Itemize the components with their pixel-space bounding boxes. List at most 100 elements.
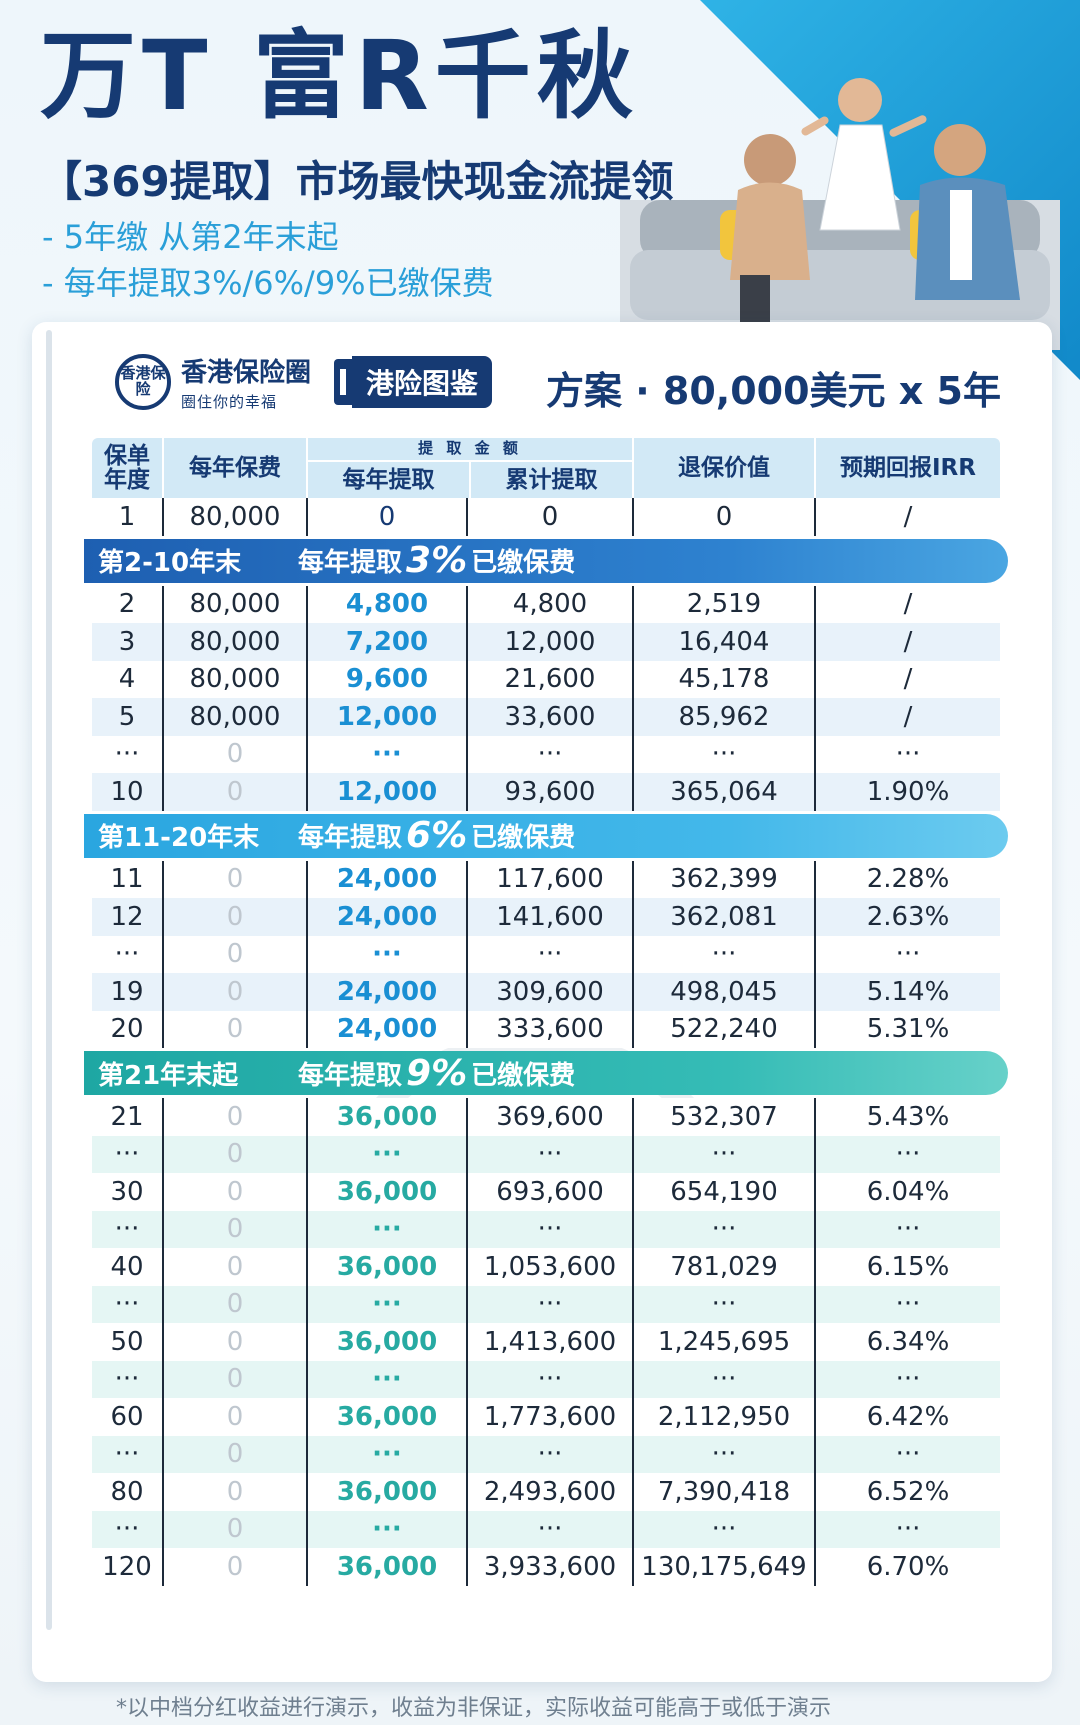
cell-annual: 36,000 [308,1323,468,1361]
table-row: 2 80,000 4,800 4,800 2,519/ [92,585,1000,623]
cell-irr: ··· [895,939,921,970]
cell-premium: 0 [164,1510,308,1548]
cell-premium: 80,000 [164,698,308,736]
cell-annual: 36,000 [308,1173,468,1211]
gallery-badge: 港险图鉴 [334,356,493,408]
cell-year: 19 [92,973,164,1011]
brand-seal-icon: 香港保险 [115,354,171,410]
table-row: 60 0 36,000 1,773,600 2,112,950 6.42% [92,1398,1000,1436]
cell-surrender: 654,190 [634,1173,816,1211]
cell-surrender: 2,519 [634,585,816,623]
cell-premium: 0 [164,1323,308,1361]
cell-year: 5 [92,698,164,736]
cell-cumulative: ··· [468,1360,634,1398]
cell-annual: 0 [308,498,468,536]
phase-banner: 第21年末起 每年提取 9% 已缴保费 [84,1051,1008,1095]
cell-premium: 0 [164,860,308,898]
cell-premium: 0 [164,1010,308,1048]
cell-irr: ··· [895,1439,921,1470]
cell-annual: 36,000 [308,1473,468,1511]
cell-premium: 0 [164,1435,308,1473]
table-row: 30 0 36,000 693,600 654,190 6.04% [92,1173,1000,1211]
cell-cumulative: ··· [468,1135,634,1173]
cell-cumulative: 1,413,600 [468,1323,634,1361]
cell-cumulative: 1,053,600 [468,1248,634,1286]
cell-cumulative: 693,600 [468,1173,634,1211]
cell-irr: 2.63% [866,901,950,932]
cell-surrender: 0 [634,498,816,536]
cell-year: 10 [92,773,164,811]
cell-annual: 24,000 [308,860,468,898]
cell-surrender: ··· [634,1510,816,1548]
table-row: 50 0 36,000 1,413,600 1,245,695 6.34% [92,1323,1000,1361]
table-header: 保单年度 每年保费 提 取 金 额 每年提取 累计提取 退保价值 预期回报IRR [92,438,1000,498]
cell-irr: 6.70% [866,1551,950,1582]
cell-cumulative: 2,493,600 [468,1473,634,1511]
cell-irr: 5.14% [866,976,950,1007]
phase-percent: 9% [406,1052,468,1094]
cell-premium: 0 [164,1098,308,1136]
cell-premium: 0 [164,773,308,811]
cell-annual: ··· [308,1435,468,1473]
cell-surrender: 7,390,418 [634,1473,816,1511]
cell-year: ··· [92,1510,164,1548]
cell-irr: ··· [895,1514,921,1545]
cell-surrender: 522,240 [634,1010,816,1048]
cell-year: ··· [92,735,164,773]
cell-premium: 0 [164,1135,308,1173]
cell-cumulative: 4,800 [468,585,634,623]
cell-cumulative: 1,773,600 [468,1398,634,1436]
table-row: 11 0 24,000 117,600 362,399 2.28% [92,860,1000,898]
cell-irr: 2.28% [866,864,950,895]
footnote: *以中档分红收益进行演示，收益为非保证，实际收益可能高于或低于演示 [116,1696,832,1721]
phase-percent: 3% [406,540,468,581]
cell-annual: 12,000 [308,698,468,736]
table-body: 1 80,000 0 0 0/第2-10年末 每年提取 3% 已缴保费 2 80,000 4,800… [84,498,1008,1586]
cell-year: 20 [92,1010,164,1048]
header-cumulative-withdrawal: 累计提取 [505,466,598,493]
cell-premium: 0 [164,1473,308,1511]
table-row: 20 0 24,000 333,600 522,240 5.31% [92,1010,1000,1048]
cell-cumulative: ··· [468,935,634,973]
table-row: 120 0 36,000 3,933,600 130,175,649 6.70% [92,1548,1000,1586]
cell-year: 4 [92,660,164,698]
cell-year: 3 [92,623,164,661]
cell-premium: 0 [164,935,308,973]
table-row: 19 0 24,000 309,600 498,045 5.14% [92,973,1000,1011]
cell-year: 1 [92,498,164,536]
gallery-mark-icon [334,359,352,405]
cell-surrender: ··· [634,1135,816,1173]
cell-premium: 0 [164,1398,308,1436]
cell-irr: 5.31% [866,1014,950,1045]
table-row: ··· 0 ··· ··· ··· ··· [92,1210,1000,1248]
cell-irr: ··· [895,1139,921,1170]
cell-irr: / [903,701,913,732]
cell-annual: ··· [308,735,468,773]
phase-pre: 每年提取 [298,548,403,578]
cell-cumulative: 141,600 [468,898,634,936]
brand-logo: 香港保险 香港保险圈 圈住你的幸福 [115,350,311,414]
illustration-table: 保单年度 每年保费 提 取 金 额 每年提取 累计提取 退保价值 预期回报IRR… [84,438,1008,1586]
cell-year: 50 [92,1323,164,1361]
cell-irr: ··· [895,1214,921,1245]
cell-irr: 6.42% [866,1401,950,1432]
cell-surrender: 2,112,950 [634,1398,816,1436]
header-surrender-value: 退保价值 [634,438,816,498]
cell-cumulative: 12,000 [468,623,634,661]
brand-name: 香港保险圈 [181,358,312,388]
cell-surrender: 781,029 [634,1248,816,1286]
bullet-withdrawal-rate: - 每年提取3%/6%/9%已缴保费 [42,264,494,302]
cell-annual: 36,000 [308,1098,468,1136]
table-row: 3 80,000 7,200 12,000 16,404 / [92,623,1000,661]
cell-year: 80 [92,1473,164,1511]
cell-cumulative: ··· [468,1285,634,1323]
cell-year: ··· [92,935,164,973]
cell-annual: ··· [308,1360,468,1398]
cell-premium: 80,000 [164,585,308,623]
phase-label: 第11-20年末 [98,823,260,853]
cell-premium: 0 [164,1548,308,1586]
cell-irr: 5.43% [866,1101,950,1132]
cell-cumulative: 0 [468,498,634,536]
cell-cumulative: ··· [468,1210,634,1248]
cell-premium: 0 [164,1285,308,1323]
